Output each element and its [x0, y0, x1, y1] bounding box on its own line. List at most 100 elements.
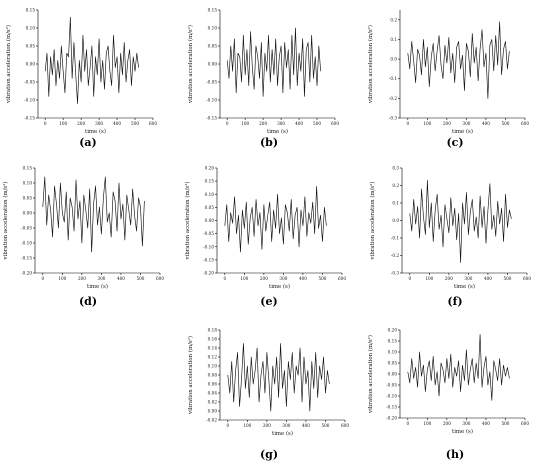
y-tick-label: 0.15	[388, 339, 398, 344]
y-tick-label: -0.15	[206, 116, 217, 121]
vibration-series-line	[227, 343, 330, 412]
y-tick-label: 0.05	[388, 361, 398, 366]
x-tick-label: 400	[302, 423, 310, 428]
x-tick-label: 0	[408, 276, 411, 281]
y-tick-label: -0.10	[206, 98, 217, 103]
y-axis-label: vibration acceleration (m/s²)	[367, 25, 374, 104]
y-tick-label: 0.18	[208, 328, 218, 333]
y-tick-label: 0.15	[205, 179, 215, 184]
y-tick-label: 0.10	[388, 350, 398, 355]
vibration-series-line	[407, 334, 510, 401]
x-tick-label: 0	[406, 121, 409, 126]
y-tick-label: 0.15	[23, 166, 33, 171]
x-tick-label: 500	[503, 276, 511, 281]
x-tick-label: 200	[443, 421, 451, 426]
y-tick-label: 0.12	[208, 355, 218, 360]
x-tick-label: 600	[156, 276, 164, 281]
y-tick-label: -0.10	[21, 241, 32, 246]
y-tick-label: -0.05	[21, 226, 32, 231]
y-tick-label: -0.05	[24, 80, 35, 85]
x-tick-label: 200	[443, 121, 451, 126]
y-tick-label: 0.04	[208, 391, 218, 396]
y-tick-label: -0.15	[203, 257, 214, 262]
panel-label: (d)	[79, 295, 97, 308]
x-tick-label: 300	[97, 276, 105, 281]
x-tick-label: 0	[223, 276, 226, 281]
chart-panel: 0 100 200 300 400 500 600 -0.02 0.00 0.02 0.04 0.06…	[187, 328, 349, 462]
y-tick-label: -0.05	[206, 80, 217, 85]
x-tick-label: 400	[113, 121, 121, 126]
chart-panel: 0 100 200 300 400 500 600 -0.3 -0.2 -0.1 0.0 0.1 0.2…	[367, 10, 529, 149]
y-tick-label: 0.00	[208, 62, 218, 67]
y-tick-label: 0.06	[208, 382, 218, 387]
y-tick-label: 0.1	[392, 201, 399, 206]
x-tick-label: 400	[482, 421, 490, 426]
x-tick-label: 300	[462, 421, 470, 426]
x-axis-label: time (s)	[267, 128, 288, 135]
y-tick-label: 0.20	[205, 166, 215, 171]
y-axis-label: vibration acceleration (m/s²)	[5, 25, 12, 104]
y-tick-label: -0.10	[203, 244, 214, 249]
x-tick-label: 500	[321, 423, 329, 428]
y-tick-label: 0.00	[23, 211, 33, 216]
x-axis-label: time (s)	[272, 430, 293, 437]
y-tick-label: 0.10	[208, 364, 218, 369]
y-tick-label: 0.05	[23, 196, 33, 201]
x-tick-label: 100	[58, 276, 66, 281]
x-tick-label: 100	[243, 423, 251, 428]
y-tick-label: -0.15	[21, 256, 32, 261]
x-tick-label: 500	[136, 276, 144, 281]
x-tick-label: 300	[462, 121, 470, 126]
x-tick-label: 600	[149, 121, 157, 126]
x-tick-label: 200	[445, 276, 453, 281]
x-tick-label: 600	[331, 121, 339, 126]
panel-label: (h)	[446, 448, 464, 461]
x-axis-label: time (s)	[454, 283, 475, 290]
x-tick-label: 400	[295, 121, 303, 126]
y-tick-label: 0.1	[390, 37, 397, 42]
x-tick-label: 100	[423, 121, 431, 126]
y-tick-label: -0.05	[203, 231, 214, 236]
x-tick-label: 300	[279, 276, 287, 281]
x-tick-label: 600	[521, 421, 529, 426]
x-tick-label: 400	[299, 276, 307, 281]
y-tick-label: 0.00	[388, 372, 398, 377]
y-tick-label: 0.0	[390, 57, 397, 62]
chart-panel: 0 100 200 300 400 500 600 -0.20 -0.15 -0.10 -0.05 0…	[367, 328, 529, 462]
y-tick-label: 0.15	[26, 8, 36, 13]
x-tick-label: 100	[59, 121, 67, 126]
x-tick-label: 600	[338, 276, 346, 281]
y-tick-label: 0.15	[208, 8, 218, 13]
y-tick-label: -0.2	[389, 96, 397, 101]
y-tick-label: 0.00	[208, 409, 218, 414]
y-axis-label: vibration acceleration (m/s²)	[184, 182, 191, 261]
x-tick-label: 300	[95, 121, 103, 126]
x-tick-label: 0	[44, 121, 47, 126]
x-axis-label: time (s)	[269, 283, 290, 290]
y-tick-label: 0.14	[208, 346, 218, 351]
y-tick-label: -0.15	[24, 116, 35, 121]
x-tick-label: 600	[523, 276, 531, 281]
x-tick-label: 400	[117, 276, 125, 281]
x-axis-label: time (s)	[85, 128, 106, 135]
y-tick-label: 0.05	[26, 44, 36, 49]
y-tick-label: 0.00	[26, 62, 36, 67]
x-tick-label: 400	[482, 121, 490, 126]
y-tick-label: 0.2	[390, 17, 397, 22]
x-tick-label: 0	[226, 423, 229, 428]
y-tick-label: 0.20	[388, 328, 398, 333]
x-tick-label: 100	[423, 421, 431, 426]
chart-panel: 0 100 200 300 400 500 600 -0.15 -0.10 -0.05 0.00 0.…	[5, 8, 157, 150]
y-tick-label: -0.20	[386, 416, 397, 421]
y-tick-label: 0.02	[208, 400, 218, 405]
x-tick-label: 100	[241, 121, 249, 126]
y-tick-label: 0.3	[392, 166, 399, 171]
x-axis-label: time (s)	[452, 428, 473, 435]
y-tick-label: -0.1	[391, 236, 399, 241]
vibration-series-line	[44, 16, 139, 104]
y-tick-label: -0.05	[386, 383, 397, 388]
chart-panel: 0 100 200 300 400 500 600 -0.3 -0.2 -0.1 0.0 0.1 0.2…	[369, 166, 531, 309]
x-tick-label: 500	[313, 121, 321, 126]
y-tick-label: -0.20	[21, 271, 32, 276]
vibration-series-line	[409, 179, 512, 263]
